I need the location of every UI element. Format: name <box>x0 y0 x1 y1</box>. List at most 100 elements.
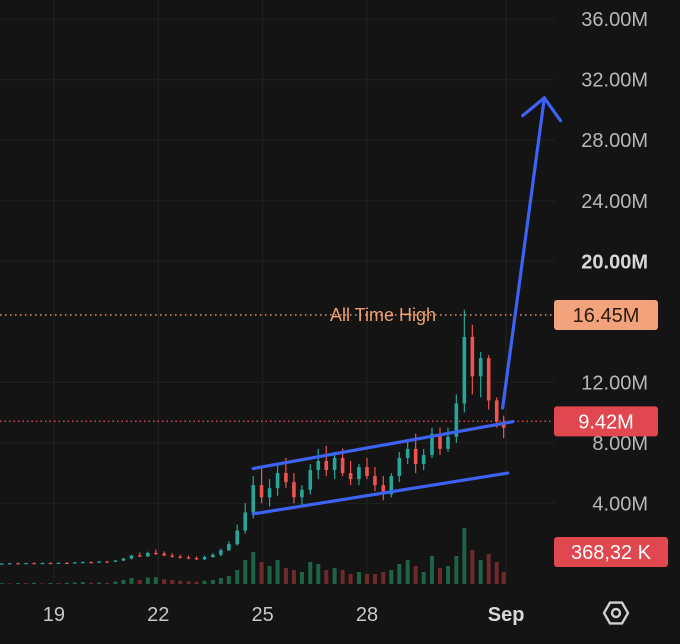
channel-trendline <box>251 471 510 516</box>
x-tick-label: 28 <box>356 604 378 626</box>
candle-body <box>16 563 20 565</box>
candle-body <box>413 448 418 464</box>
candle-body <box>381 485 386 495</box>
volume-bar <box>113 581 118 584</box>
volume-bar <box>72 582 77 584</box>
volume-bar <box>129 578 134 584</box>
ath-label: All Time High <box>330 305 436 325</box>
volume-bar <box>332 568 337 584</box>
volume-bar <box>267 566 272 584</box>
candle-body <box>324 460 329 471</box>
y-tick-label: 8.00M <box>592 433 648 455</box>
candle-body <box>478 358 483 377</box>
candle-body <box>300 489 304 498</box>
volume-bar <box>478 560 483 584</box>
candle-body <box>284 473 288 483</box>
settings-icon[interactable] <box>602 601 630 625</box>
volume-bar <box>259 562 264 584</box>
volume-bar <box>348 574 353 584</box>
volume-bar <box>438 568 442 584</box>
candle-body <box>121 558 126 561</box>
volume-bar <box>446 566 450 584</box>
volume-bar <box>218 578 223 584</box>
x-tick-label: 22 <box>147 604 169 626</box>
volume-bar <box>283 568 288 584</box>
candle-body <box>494 400 499 422</box>
candle-body <box>267 488 272 498</box>
candle-body <box>389 476 394 495</box>
candle-body <box>202 557 207 560</box>
candle-body <box>430 433 434 455</box>
volume-bar <box>24 583 29 584</box>
channel-trendline <box>251 420 515 471</box>
candle-body <box>243 512 248 531</box>
y-tick-label: 36.00M <box>581 9 648 31</box>
volume-bar <box>137 580 142 584</box>
candle-body <box>454 403 459 437</box>
trendlines <box>251 96 563 516</box>
candle-body <box>40 562 45 565</box>
volume-bar <box>462 528 467 584</box>
current-price-tag-label: 9.42M <box>578 411 634 433</box>
candle-body <box>251 485 256 513</box>
candle-body <box>438 433 442 449</box>
y-tick-label: 24.00M <box>581 191 648 213</box>
volume-bar <box>356 572 361 584</box>
volume-bar <box>40 583 45 584</box>
volume-bar <box>340 570 345 584</box>
candle-body <box>89 562 93 564</box>
price-tags: 16.45M 9.42M 368,32 K <box>554 299 668 567</box>
candle-body <box>397 457 402 477</box>
candle-body <box>97 561 101 563</box>
volume-bar <box>291 570 296 584</box>
volume-bar <box>430 556 434 584</box>
volume-bar <box>494 562 499 584</box>
candle-body <box>186 557 191 559</box>
candle-body <box>421 454 426 464</box>
candle-body <box>146 552 150 557</box>
x-tick-label: Sep <box>488 604 525 626</box>
volume-bar <box>194 581 199 584</box>
x-tick-label: 19 <box>43 604 65 626</box>
volume-bar <box>470 550 475 584</box>
y-tick-label: 4.00M <box>592 493 648 515</box>
volume-bar <box>80 582 85 584</box>
volume-bar <box>32 582 37 584</box>
volume-bar <box>56 583 61 584</box>
candle-body <box>405 448 410 458</box>
volume-bar <box>162 579 167 584</box>
y-tick-label: 28.00M <box>581 130 648 152</box>
candle-body <box>105 561 109 563</box>
candlestick-series <box>0 309 506 565</box>
candle-body <box>24 563 28 565</box>
candle-body <box>0 563 4 565</box>
volume-bar <box>145 577 150 584</box>
candle-body <box>170 555 174 557</box>
volume-bar <box>210 580 215 584</box>
volume-bar <box>170 580 175 584</box>
candle-body <box>373 476 377 486</box>
volume-bar <box>299 572 304 584</box>
candle-body <box>462 336 467 404</box>
y-tick-label: 20.00M <box>581 251 648 273</box>
volume-bar <box>397 564 402 584</box>
volume-bar <box>308 562 313 584</box>
volume-bar <box>89 582 94 584</box>
volume-bar <box>153 577 158 584</box>
volume-bar <box>251 552 256 584</box>
volume-bar <box>372 574 377 584</box>
volume-bar <box>405 560 410 584</box>
volume-bar <box>501 572 506 584</box>
candle-body <box>154 552 158 555</box>
candle-body <box>235 530 240 545</box>
volume-bar <box>381 572 386 584</box>
volume-bar <box>275 560 280 584</box>
candle-body <box>80 562 85 564</box>
candle-body <box>64 562 69 564</box>
candle-body <box>316 460 321 471</box>
volume-bar <box>389 570 394 584</box>
candle-body <box>7 563 12 565</box>
candle-body <box>470 336 475 377</box>
volume-bar <box>454 556 459 584</box>
volume-bar <box>413 566 418 584</box>
